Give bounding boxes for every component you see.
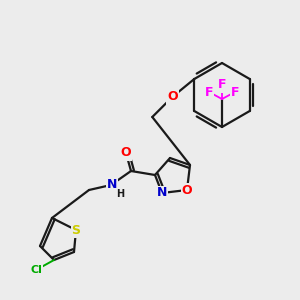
Text: O: O: [182, 184, 192, 196]
Text: F: F: [205, 85, 213, 98]
Text: S: S: [71, 224, 80, 236]
Text: F: F: [231, 85, 239, 98]
Text: F: F: [218, 79, 226, 92]
Text: Cl: Cl: [30, 265, 42, 275]
Text: O: O: [167, 91, 178, 103]
Text: H: H: [116, 189, 124, 199]
Text: N: N: [107, 178, 117, 191]
Text: N: N: [157, 187, 167, 200]
Text: O: O: [121, 146, 131, 160]
